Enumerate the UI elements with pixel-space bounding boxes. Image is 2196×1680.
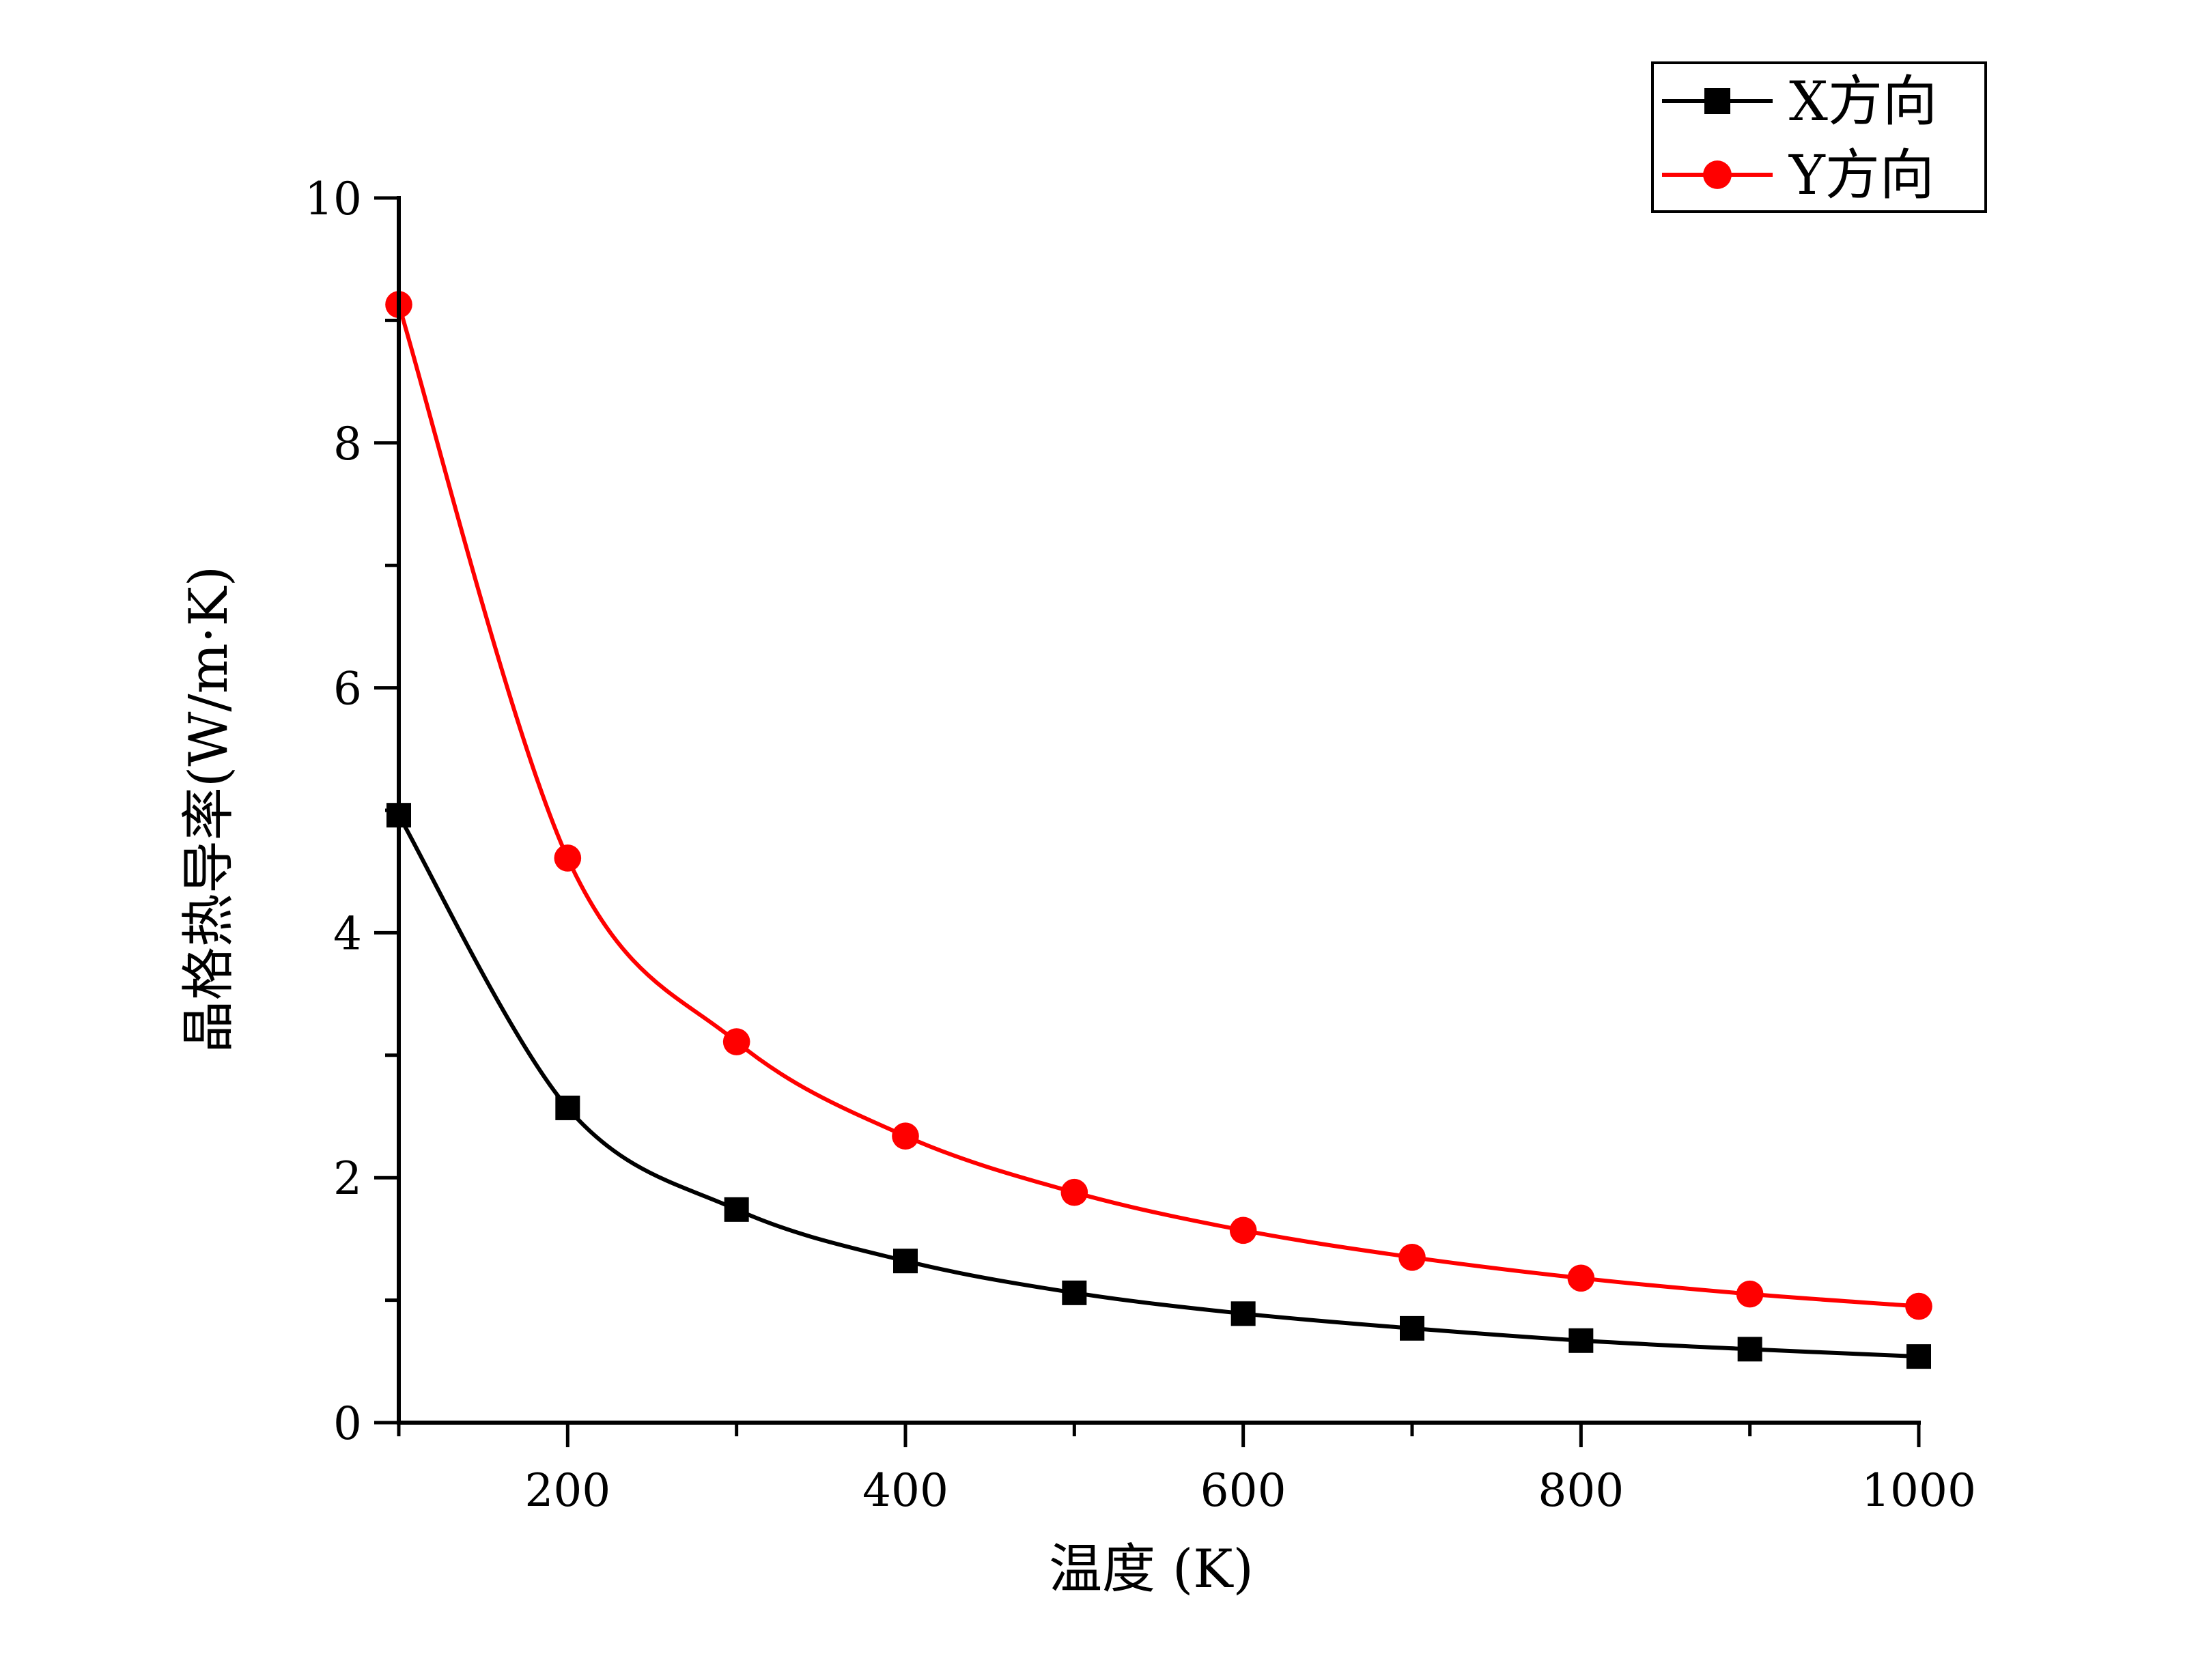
data-point — [1060, 1178, 1088, 1206]
data-point — [1905, 1292, 1932, 1320]
x-axis-title: 温度 (K) — [1049, 1539, 1254, 1600]
legend: X方向 Y方向 — [1651, 61, 1987, 213]
legend-label: Y方向 — [1788, 143, 1934, 207]
data-point — [1906, 1344, 1931, 1369]
data-point — [893, 1249, 918, 1274]
x-tick-label: 200 — [524, 1464, 610, 1517]
x-tick-label: 800 — [1538, 1464, 1624, 1517]
axes: 200 400 600 800 1000 0 2 4 6 8 10 — [305, 173, 1976, 1517]
x-tick-label: 600 — [1200, 1464, 1286, 1517]
x-tick-label: 400 — [862, 1464, 948, 1517]
x-tick-label: 1000 — [1861, 1464, 1976, 1517]
legend-marker — [1704, 88, 1730, 114]
legend-box — [1651, 61, 1987, 213]
data-point — [1062, 1280, 1087, 1305]
y-axis-title: 晶格热导率(W/m·K) — [178, 566, 240, 1053]
series-1 — [386, 803, 1931, 1369]
series-2 — [385, 291, 1932, 1320]
data-point — [722, 1028, 750, 1055]
y-tick-label: 0 — [333, 1397, 362, 1450]
data-point — [1400, 1315, 1424, 1341]
series-line — [397, 302, 1921, 1309]
legend-item-1: X方向 — [1662, 70, 1937, 133]
data-point — [1736, 1280, 1764, 1308]
y-tick-label: 8 — [333, 418, 362, 470]
data-point — [1229, 1216, 1257, 1244]
data-point — [1737, 1337, 1762, 1362]
legend-label: X方向 — [1789, 70, 1937, 133]
y-tick-label: 10 — [305, 173, 362, 225]
y-tick-label: 6 — [333, 663, 362, 715]
data-point — [724, 1197, 749, 1222]
data-point — [1398, 1244, 1426, 1271]
data-point — [555, 1095, 580, 1120]
data-point — [554, 844, 582, 872]
data-point — [892, 1122, 919, 1150]
data-point — [1567, 1264, 1595, 1292]
plot-area — [385, 291, 1932, 1369]
legend-marker — [1703, 160, 1732, 189]
y-tick-label: 4 — [333, 907, 362, 960]
y-tick-label: 2 — [333, 1152, 362, 1205]
series-line — [397, 813, 1921, 1359]
legend-item-2: Y方向 — [1662, 143, 1934, 207]
data-point — [1230, 1301, 1256, 1326]
data-point — [1568, 1328, 1594, 1353]
